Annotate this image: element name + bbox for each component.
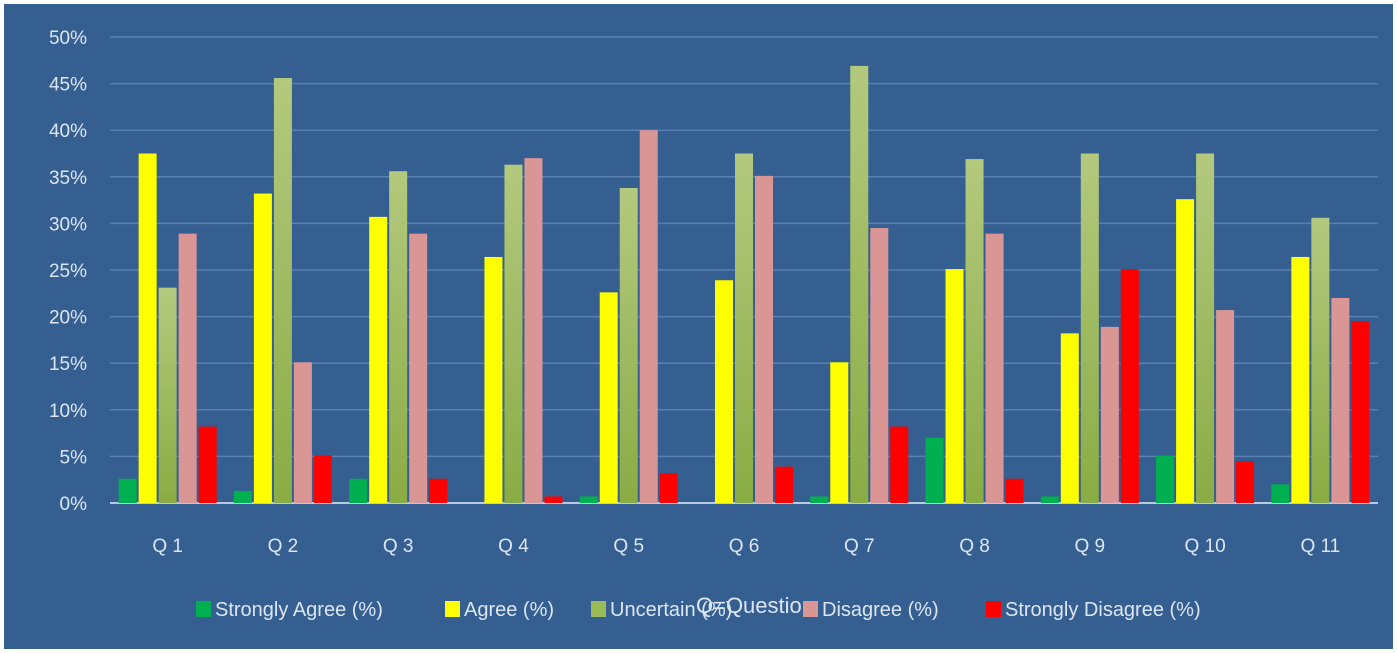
bar-9-series-4 [1100,326,1119,503]
bar-7-series-3 [850,65,869,503]
bar-8-series-2 [945,269,964,503]
bar-2-series-1 [233,490,252,503]
bar-4-series-5 [544,496,563,503]
bar-2-series-4 [293,362,312,503]
x-tick-label: Q 4 [498,536,529,557]
y-tick-label: 45% [49,75,87,96]
legend-label-5: Strongly Disagree (%) [1005,599,1201,621]
y-tick-label: 35% [49,168,87,189]
bar-3-series-5 [429,478,448,503]
bar-5-series-5 [659,473,678,503]
x-tick-label: Q 11 [1300,536,1340,557]
y-tick-label: 20% [49,308,87,329]
bar-10-series-1 [1156,455,1175,503]
bar-2-series-2 [253,193,272,504]
bar-11-series-1 [1271,484,1290,503]
y-tick-label: 25% [49,261,87,282]
chart-background [4,4,1393,649]
bar-5-series-4 [639,130,658,503]
bar-8-series-1 [925,437,944,503]
bar-8-series-4 [985,233,1004,504]
x-tick-label: Q 5 [613,536,644,557]
x-tick-label: Q 10 [1184,536,1225,557]
bar-4-series-4 [524,158,543,503]
bar-10-series-2 [1176,199,1195,503]
bar-6-series-5 [775,466,793,503]
bar-9-series-5 [1120,269,1139,503]
legend-swatch-2 [445,601,460,617]
bar-5-series-1 [579,496,598,503]
bar-1-series-5 [198,426,217,503]
bar-1-series-2 [138,153,157,503]
x-tick-label: Q 9 [1075,536,1106,557]
bar-8-series-3 [965,159,984,504]
bar-1-series-3 [158,287,177,503]
legend-label-4: Disagree (%) [822,599,939,621]
bar-11-series-5 [1351,321,1370,503]
legend-label-2: Agree (%) [464,599,554,621]
x-tick-label: Q 2 [268,536,299,557]
bar-7-series-5 [890,426,909,503]
x-tick-label: Q 1 [152,536,183,557]
bar-9-series-3 [1080,153,1099,503]
bar-4-series-2 [484,256,503,503]
legend-swatch-1 [196,601,211,617]
bar-6-series-4 [755,175,773,504]
bar-7-series-2 [830,362,849,503]
y-tick-label: 10% [49,401,87,422]
bar-10-series-3 [1196,153,1215,503]
legend-swatch-3 [591,601,606,617]
bar-3-series-3 [389,171,408,503]
bar-11-series-2 [1291,256,1310,503]
y-tick-label: 5% [60,447,88,468]
bar-10-series-4 [1216,310,1235,503]
bar-3-series-1 [349,478,368,503]
x-tick-label: Q 8 [959,536,990,557]
bar-4-series-3 [504,164,523,503]
y-tick-label: 15% [49,354,87,375]
bar-3-series-4 [409,233,428,504]
y-tick-label: 0% [60,494,88,515]
bar-8-series-5 [1005,478,1024,503]
bar-5-series-3 [619,187,638,503]
bar-6-series-3 [735,153,753,503]
legend-label-3: Uncertain (%) [610,599,732,621]
bar-3-series-2 [369,216,388,503]
bar-5-series-2 [599,292,618,503]
y-tick-label: 50% [49,28,87,49]
legend-swatch-5 [986,601,1001,617]
bar-9-series-1 [1040,496,1059,503]
bar-1-series-4 [178,233,197,504]
bar-2-series-5 [313,455,332,503]
bar-11-series-3 [1311,217,1330,504]
x-tick-label: Q 6 [729,536,760,557]
bar-10-series-5 [1236,461,1255,503]
bar-2-series-3 [273,78,292,504]
bar-7-series-1 [810,496,829,503]
bar-9-series-2 [1060,333,1079,503]
x-axis-title: Q=Question [696,593,814,618]
y-tick-label: 30% [49,214,87,235]
bar-1-series-1 [118,478,137,503]
y-tick-label: 40% [49,121,87,142]
bar-7-series-4 [870,228,889,503]
x-tick-label: Q 7 [844,536,875,557]
bar-11-series-4 [1331,297,1350,503]
legend-swatch-4 [803,601,818,617]
x-tick-label: Q 3 [383,536,414,557]
bar-6-series-2 [715,280,733,503]
legend-label-1: Strongly Agree (%) [215,599,383,621]
